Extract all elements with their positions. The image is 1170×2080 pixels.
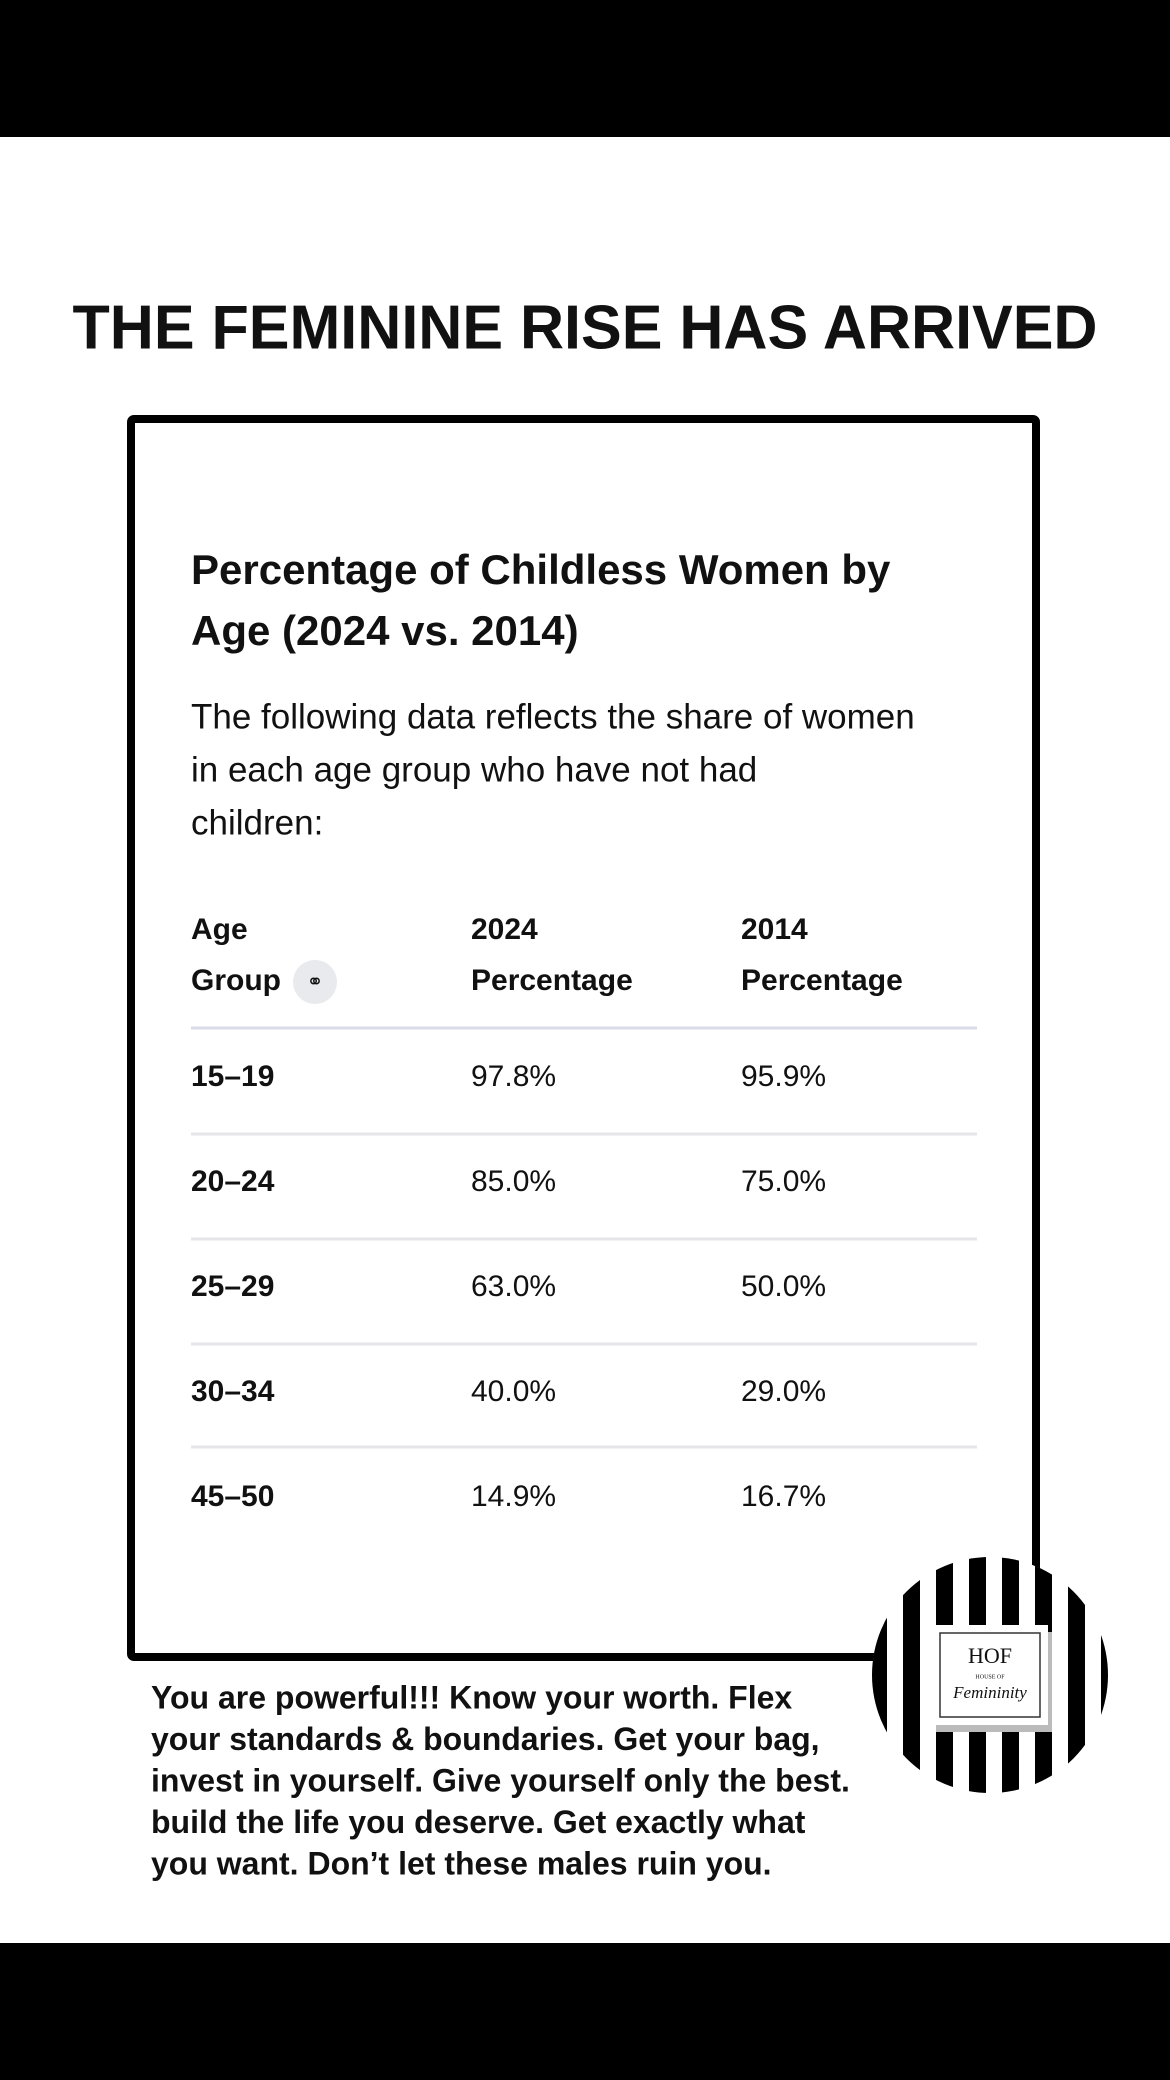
column-header: 2014: [741, 913, 808, 946]
caption-line: You are powerful!!! Know your worth. Fle…: [151, 1679, 792, 1715]
link-icon: [293, 960, 337, 1004]
table-cell: 25–29: [191, 1270, 274, 1303]
card-title: Age (2024 vs. 2014): [191, 607, 579, 654]
logo: HOF HOUSE OF Femininity: [872, 1557, 1108, 1793]
bottom-bar: [0, 1943, 1170, 2080]
table-cell: 29.0%: [741, 1375, 826, 1408]
table-cell: 45–50: [191, 1480, 274, 1513]
caption-line: you want. Don’t let these males ruin you…: [151, 1845, 772, 1881]
table-cell: 95.9%: [741, 1060, 826, 1093]
table-cell: 30–34: [191, 1375, 275, 1408]
table-cell: 50.0%: [741, 1270, 826, 1303]
column-header: Age: [191, 913, 248, 946]
card-subtitle: The following data reflects the share of…: [191, 697, 915, 736]
column-header: 2024: [471, 913, 538, 946]
logo-stripe: [903, 1557, 920, 1793]
table-cell: 85.0%: [471, 1165, 556, 1198]
logo-stripe: [1101, 1557, 1108, 1793]
table-cell: 40.0%: [471, 1375, 556, 1408]
caption-line: your standards & boundaries. Get your ba…: [151, 1721, 820, 1757]
caption-line: build the life you deserve. Get exactly …: [151, 1804, 806, 1840]
logo-small: HOUSE OF: [975, 1674, 1005, 1680]
table-cell: 16.7%: [741, 1480, 826, 1513]
table-cell: 14.9%: [471, 1480, 556, 1513]
logo-plate: [932, 1625, 1048, 1725]
caption-line: invest in yourself. Give yourself only t…: [151, 1762, 850, 1798]
card-title: Percentage of Childless Women by: [191, 546, 891, 593]
logo-mark: HOF: [968, 1643, 1012, 1668]
page-title: THE FEMININE RISE HAS ARRIVED: [73, 293, 1098, 362]
card-frame: [127, 415, 1040, 1661]
table-cell: 75.0%: [741, 1165, 826, 1198]
card-subtitle: in each age group who have not had: [191, 750, 757, 789]
table-cell: 63.0%: [471, 1270, 556, 1303]
table-cell: 20–24: [191, 1165, 275, 1198]
logo-stripe: [1068, 1557, 1085, 1793]
logo-plate-border: [939, 1632, 1041, 1718]
column-header: Percentage: [471, 964, 633, 997]
top-bar: [0, 0, 1170, 137]
column-header: Group: [191, 964, 281, 997]
column-header: Percentage: [741, 964, 903, 997]
table-cell: 15–19: [191, 1060, 274, 1093]
card-subtitle: children:: [191, 803, 323, 842]
table-cell: 97.8%: [471, 1060, 556, 1093]
logo-script: Femininity: [952, 1683, 1027, 1702]
link-glyph: ⚭: [307, 971, 324, 993]
